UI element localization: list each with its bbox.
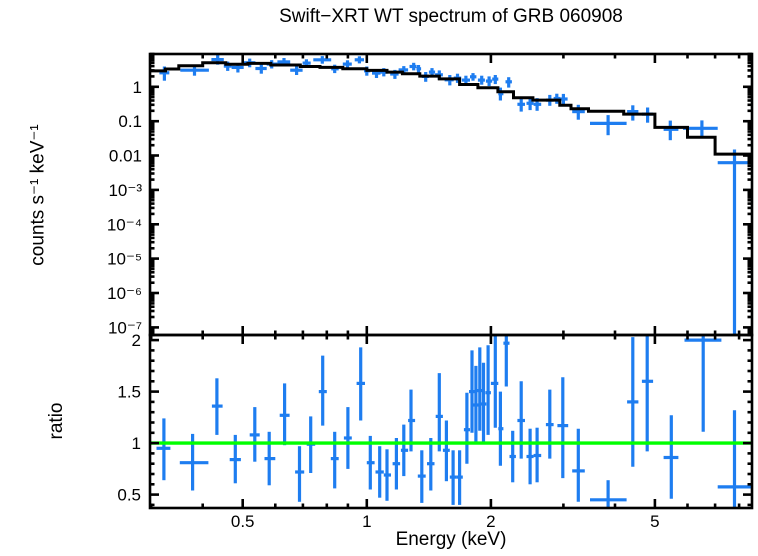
- svg-text:0.1: 0.1: [118, 112, 142, 131]
- svg-text:2: 2: [132, 331, 141, 350]
- svg-text:1.5: 1.5: [117, 383, 141, 402]
- svg-text:0.5: 0.5: [117, 486, 141, 505]
- svg-text:1: 1: [133, 78, 142, 97]
- svg-text:10⁻⁶: 10⁻⁶: [107, 284, 142, 303]
- svg-text:10⁻⁷: 10⁻⁷: [108, 318, 142, 337]
- svg-text:1: 1: [132, 434, 141, 453]
- svg-text:5: 5: [650, 512, 659, 531]
- svg-text:10⁻⁴: 10⁻⁴: [107, 215, 142, 234]
- svg-text:10⁻⁵: 10⁻⁵: [107, 250, 142, 269]
- svg-text:10⁻³: 10⁻³: [108, 181, 142, 200]
- svg-text:2: 2: [486, 512, 495, 531]
- svg-text:0.5: 0.5: [231, 512, 255, 531]
- svg-text:1: 1: [362, 512, 371, 531]
- svg-text:0.01: 0.01: [109, 147, 142, 166]
- energy-axis-label: Energy (keV): [395, 529, 507, 550]
- chart-title: Swift−XRT WT spectrum of GRB 060908: [279, 6, 623, 27]
